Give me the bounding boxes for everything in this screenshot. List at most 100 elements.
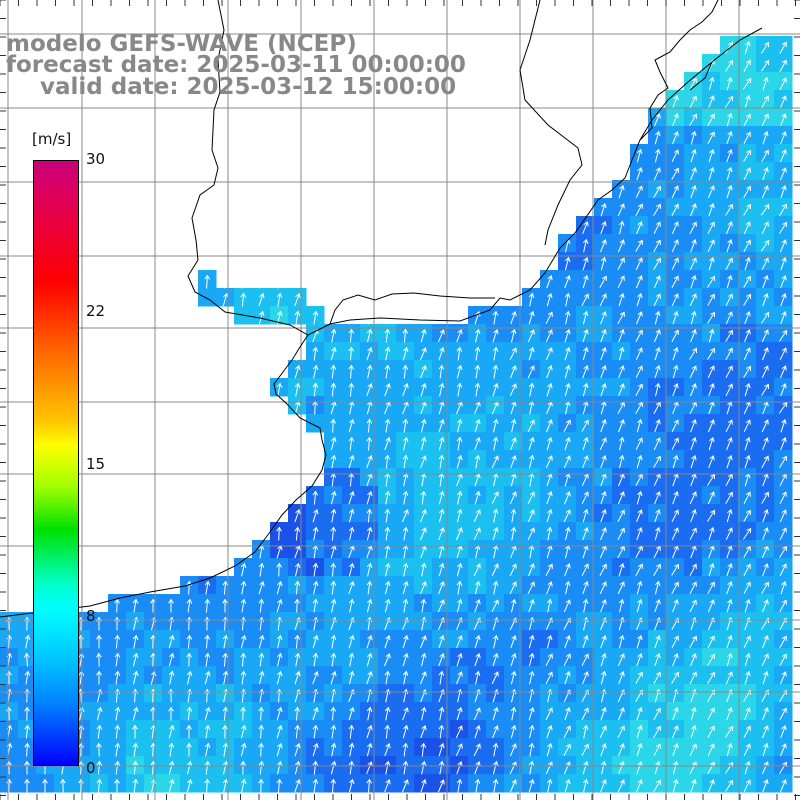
field-cell (666, 738, 685, 757)
wind-arrow (509, 491, 517, 505)
field-cell (666, 432, 685, 451)
wind-arrow (528, 760, 535, 775)
wind-arrow (779, 599, 787, 612)
field-cell (756, 468, 775, 487)
field-cell (630, 162, 649, 181)
wind-arrow (582, 455, 589, 469)
wind-arrow (617, 527, 625, 540)
wind-arrow (707, 293, 715, 306)
wind-arrow (743, 779, 751, 793)
wind-arrow (474, 490, 481, 505)
wind-arrow (581, 293, 589, 306)
field-cell (648, 756, 667, 775)
wind-arrow (366, 418, 373, 433)
field-cell (540, 414, 559, 433)
field-cell (738, 702, 757, 721)
field-cell (540, 540, 559, 559)
wind-arrow (510, 455, 517, 469)
wind-arrow (204, 670, 211, 685)
field-cell (432, 324, 451, 343)
wind-arrow (761, 185, 769, 199)
field-cell (720, 522, 739, 541)
field-cell (684, 216, 703, 235)
wind-arrow (582, 329, 589, 343)
wind-arrow (240, 652, 247, 667)
wind-arrow (78, 778, 84, 793)
wind-arrow (743, 131, 751, 144)
wind-arrow (671, 167, 679, 180)
field-cell (720, 162, 739, 181)
wind-arrow (384, 346, 391, 361)
wind-arrow (672, 707, 679, 721)
wind-arrow (510, 437, 517, 451)
wind-arrow (528, 670, 535, 685)
wind-arrow (546, 581, 553, 595)
field-cell (774, 540, 793, 559)
field-cell (684, 324, 703, 343)
wind-arrow (384, 598, 391, 613)
wind-arrow (24, 724, 31, 739)
wind-arrow (258, 598, 265, 613)
field-cell (414, 342, 433, 361)
wind-arrow (600, 365, 607, 379)
field-cell (702, 378, 721, 397)
field-cell (720, 360, 739, 379)
wind-arrow (582, 581, 589, 595)
wind-arrow (690, 778, 697, 793)
wind-arrow (725, 419, 733, 433)
wind-arrow (456, 436, 463, 451)
wind-arrow (672, 131, 679, 145)
wind-arrow (653, 563, 661, 576)
wind-arrow (114, 742, 121, 757)
field-cell (594, 576, 613, 595)
field-cell (738, 288, 757, 307)
field-cell (396, 630, 415, 649)
wind-arrow (528, 778, 535, 793)
field-cell (738, 144, 757, 163)
wind-arrow (582, 778, 589, 793)
field-cell (666, 108, 685, 127)
field-cell (612, 360, 631, 379)
field-cell (396, 648, 415, 667)
wind-arrow (672, 653, 679, 667)
wind-arrow (384, 490, 391, 505)
wind-arrow (186, 760, 193, 775)
field-cell (612, 324, 631, 343)
wind-arrow (635, 275, 643, 289)
field-cell (396, 396, 415, 415)
wind-arrow (42, 778, 48, 793)
field-cell (594, 594, 613, 613)
field-cell (270, 540, 289, 559)
wind-arrow (690, 509, 697, 523)
field-cell (774, 684, 793, 703)
wind-arrow (366, 490, 373, 505)
wind-arrow (690, 148, 697, 163)
field-cell (774, 630, 793, 649)
wind-arrow (744, 40, 751, 55)
field-cell (468, 594, 487, 613)
field-cell (414, 504, 433, 523)
field-cell (720, 378, 739, 397)
wind-arrow (636, 653, 643, 667)
wind-arrow (636, 418, 643, 433)
wind-arrow (636, 724, 643, 739)
field-cell (702, 396, 721, 415)
field-cell (648, 450, 667, 469)
wind-arrow (186, 652, 192, 667)
field-cell (360, 540, 379, 559)
field-cell (270, 576, 289, 595)
wind-arrow (780, 113, 787, 127)
field-cell (504, 378, 523, 397)
wind-arrow (744, 670, 751, 685)
field-cell (468, 504, 487, 523)
field-cell (684, 702, 703, 721)
field-cell (468, 630, 487, 649)
field-cell (720, 612, 739, 631)
wind-arrow (438, 364, 445, 379)
field-cell (666, 270, 685, 289)
field-cell (702, 198, 721, 217)
field-cell (360, 486, 379, 505)
wind-arrow (222, 274, 229, 289)
field-cell (558, 756, 577, 775)
wind-arrow (761, 419, 769, 433)
